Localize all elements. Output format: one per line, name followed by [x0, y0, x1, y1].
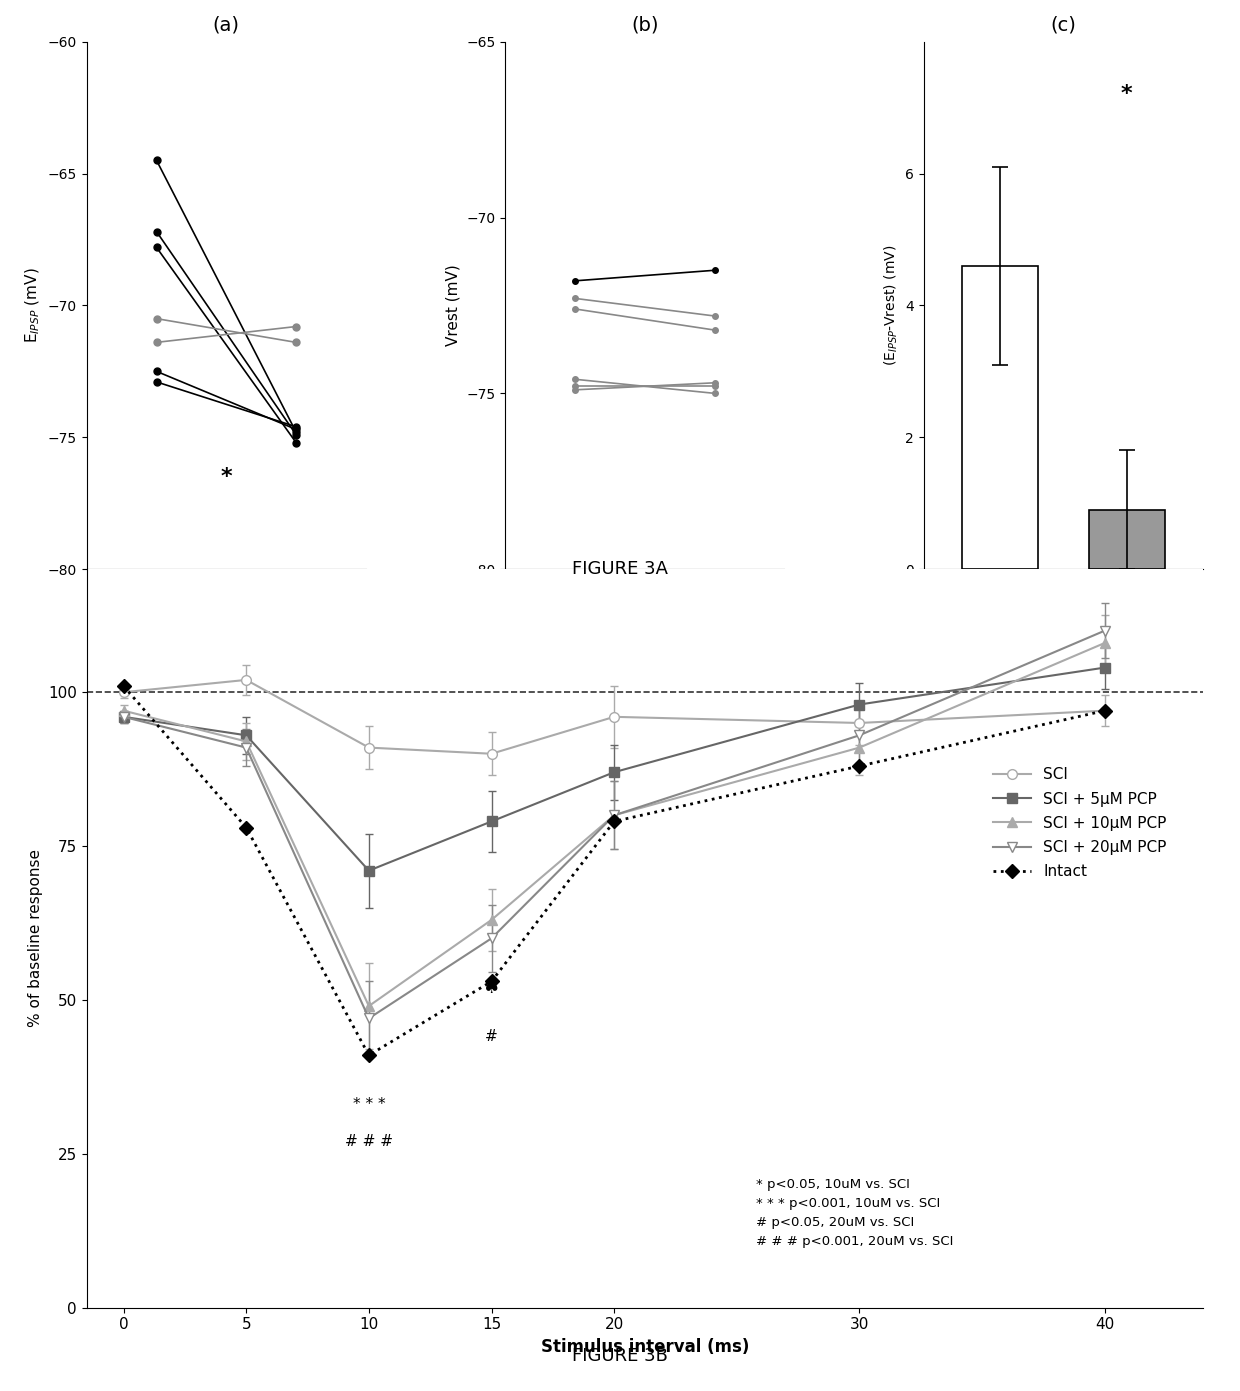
Y-axis label: (E$_{IPSP}$-Vrest) (mV): (E$_{IPSP}$-Vrest) (mV): [882, 245, 900, 366]
Text: * * *: * * *: [352, 1097, 386, 1111]
Bar: [1089, 510, 1164, 569]
Y-axis label: Vrest (mV): Vrest (mV): [445, 264, 461, 346]
Legend: SCI, SCI + 5μM PCP, SCI + 10μM PCP, SCI + 20μM PCP, Intact: SCI, SCI + 5μM PCP, SCI + 10μM PCP, SCI …: [987, 761, 1173, 885]
Y-axis label: E$_{IPSP}$ (mV): E$_{IPSP}$ (mV): [24, 267, 42, 344]
Title: (a): (a): [213, 15, 239, 35]
X-axis label: Stimulus interval (ms): Stimulus interval (ms): [541, 1338, 749, 1356]
Title: (b): (b): [631, 15, 658, 35]
Y-axis label: % of baseline response: % of baseline response: [27, 850, 42, 1028]
Text: *: *: [221, 467, 232, 487]
Text: ♠: ♠: [482, 978, 500, 997]
Title: (c): (c): [1050, 15, 1076, 35]
Text: * p<0.05, 10uM vs. SCI
* * * p<0.001, 10uM vs. SCI
# p<0.05, 20uM vs. SCI
# # # : * p<0.05, 10uM vs. SCI * * * p<0.001, 10…: [756, 1178, 954, 1249]
Text: FIGURE 3A: FIGURE 3A: [572, 561, 668, 579]
Text: # # #: # # #: [345, 1134, 393, 1149]
Text: #: #: [485, 1029, 498, 1045]
Bar: [962, 266, 1038, 569]
Text: FIGURE 3B: FIGURE 3B: [572, 1348, 668, 1365]
Text: *: *: [1121, 85, 1132, 104]
